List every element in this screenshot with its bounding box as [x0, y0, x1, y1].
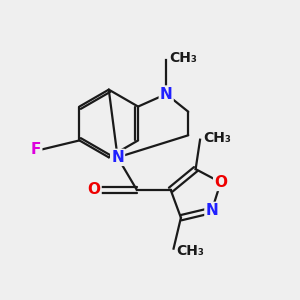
Text: N: N [206, 203, 218, 218]
Text: O: O [214, 175, 227, 190]
Text: CH₃: CH₃ [170, 51, 198, 65]
Text: CH₃: CH₃ [176, 244, 204, 258]
Text: CH₃: CH₃ [203, 131, 231, 145]
Text: N: N [111, 150, 124, 165]
Text: F: F [31, 142, 41, 158]
Text: N: N [160, 87, 172, 102]
Text: O: O [88, 182, 100, 197]
